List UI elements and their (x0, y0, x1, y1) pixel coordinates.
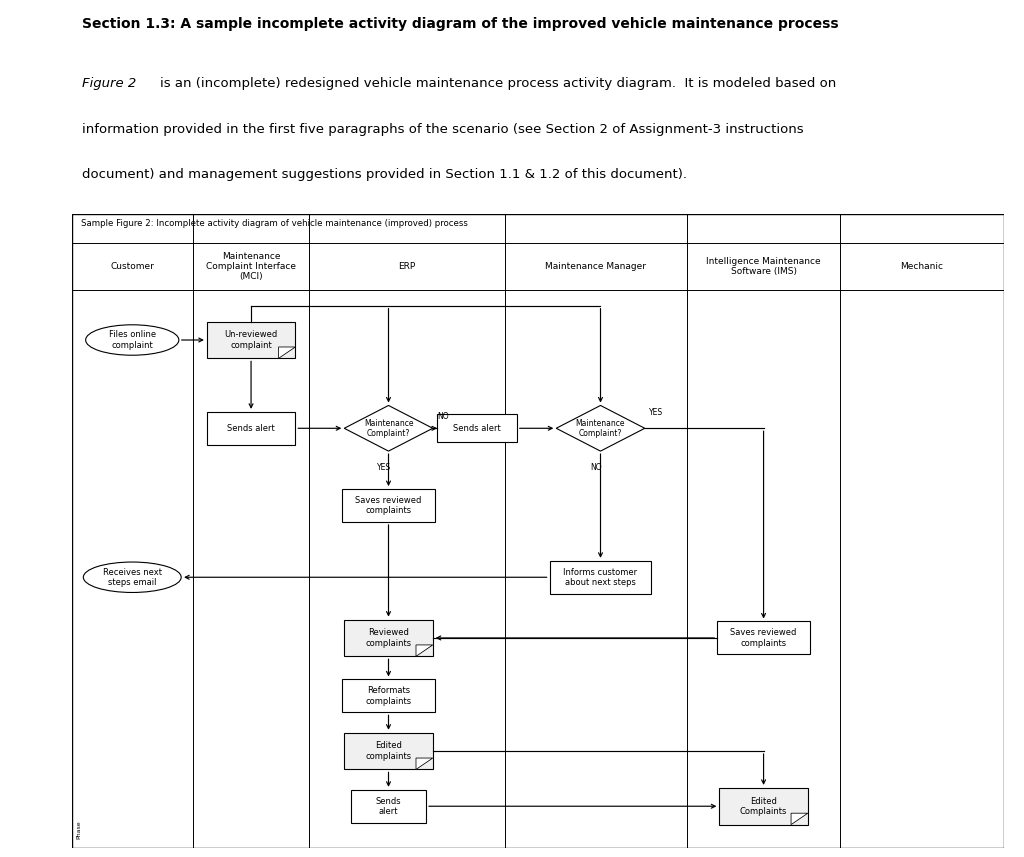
Text: Section 1.3: A sample incomplete activity diagram of the improved vehicle mainte: Section 1.3: A sample incomplete activit… (82, 17, 839, 31)
Text: Figure 2: Figure 2 (82, 77, 136, 91)
Text: Sends alert: Sends alert (227, 423, 274, 433)
Bar (344, 733, 433, 770)
Polygon shape (279, 347, 295, 358)
Bar (342, 489, 435, 522)
Text: Maintenance
Complaint?: Maintenance Complaint? (364, 418, 414, 438)
Text: Edited
complaints: Edited complaints (366, 741, 412, 761)
Text: Phase: Phase (77, 820, 81, 839)
Text: NO: NO (590, 463, 602, 471)
Bar (550, 560, 651, 594)
Ellipse shape (83, 562, 181, 592)
Bar (342, 680, 435, 712)
Text: Saves reviewed
complaints: Saves reviewed complaints (730, 628, 797, 648)
Text: document) and management suggestions provided in Section 1.1 & 1.2 of this docum: document) and management suggestions pro… (82, 168, 687, 181)
Text: Customer: Customer (111, 262, 155, 271)
Text: Informs customer
about next steps: Informs customer about next steps (563, 567, 638, 587)
Bar (351, 790, 426, 823)
Text: Sends alert: Sends alert (454, 423, 501, 433)
Text: ERP: ERP (398, 262, 416, 271)
Text: is an (incomplete) redesigned vehicle maintenance process activity diagram.  It : is an (incomplete) redesigned vehicle ma… (161, 77, 837, 91)
Bar (207, 412, 295, 445)
Text: information provided in the first five paragraphs of the scenario (see Section 2: information provided in the first five p… (82, 123, 804, 135)
Text: Edited
Complaints: Edited Complaints (740, 796, 787, 816)
Text: Sample Figure 2: Incomplete activity diagram of vehicle maintenance (improved) p: Sample Figure 2: Incomplete activity dia… (81, 219, 468, 228)
Text: Mechanic: Mechanic (900, 262, 943, 271)
Text: NO: NO (437, 411, 450, 421)
Bar (207, 321, 295, 358)
Text: Saves reviewed
complaints: Saves reviewed complaints (355, 496, 422, 515)
Ellipse shape (86, 325, 179, 356)
Bar (717, 621, 810, 655)
Text: YES: YES (649, 408, 664, 417)
Polygon shape (416, 758, 433, 770)
Text: Intelligence Maintenance
Software (IMS): Intelligence Maintenance Software (IMS) (707, 257, 821, 276)
Polygon shape (556, 405, 645, 451)
Text: Receives next
steps email: Receives next steps email (102, 567, 162, 587)
Text: Files online
complaint: Files online complaint (109, 330, 156, 350)
Polygon shape (344, 405, 433, 451)
Text: Sends
alert: Sends alert (376, 796, 401, 816)
Polygon shape (792, 813, 808, 824)
Text: Maintenance
Complaint Interface
(MCI): Maintenance Complaint Interface (MCI) (206, 252, 296, 281)
Bar (719, 788, 808, 824)
Bar (344, 620, 433, 656)
Text: Reformats
complaints: Reformats complaints (366, 686, 412, 705)
Text: Reviewed
complaints: Reviewed complaints (366, 628, 412, 648)
Text: Maintenance Manager: Maintenance Manager (546, 262, 646, 271)
Text: Maintenance
Complaint?: Maintenance Complaint? (575, 418, 626, 438)
Bar (437, 414, 517, 442)
Text: YES: YES (377, 463, 391, 471)
Polygon shape (416, 645, 433, 656)
Text: Un-reviewed
complaint: Un-reviewed complaint (224, 330, 278, 350)
